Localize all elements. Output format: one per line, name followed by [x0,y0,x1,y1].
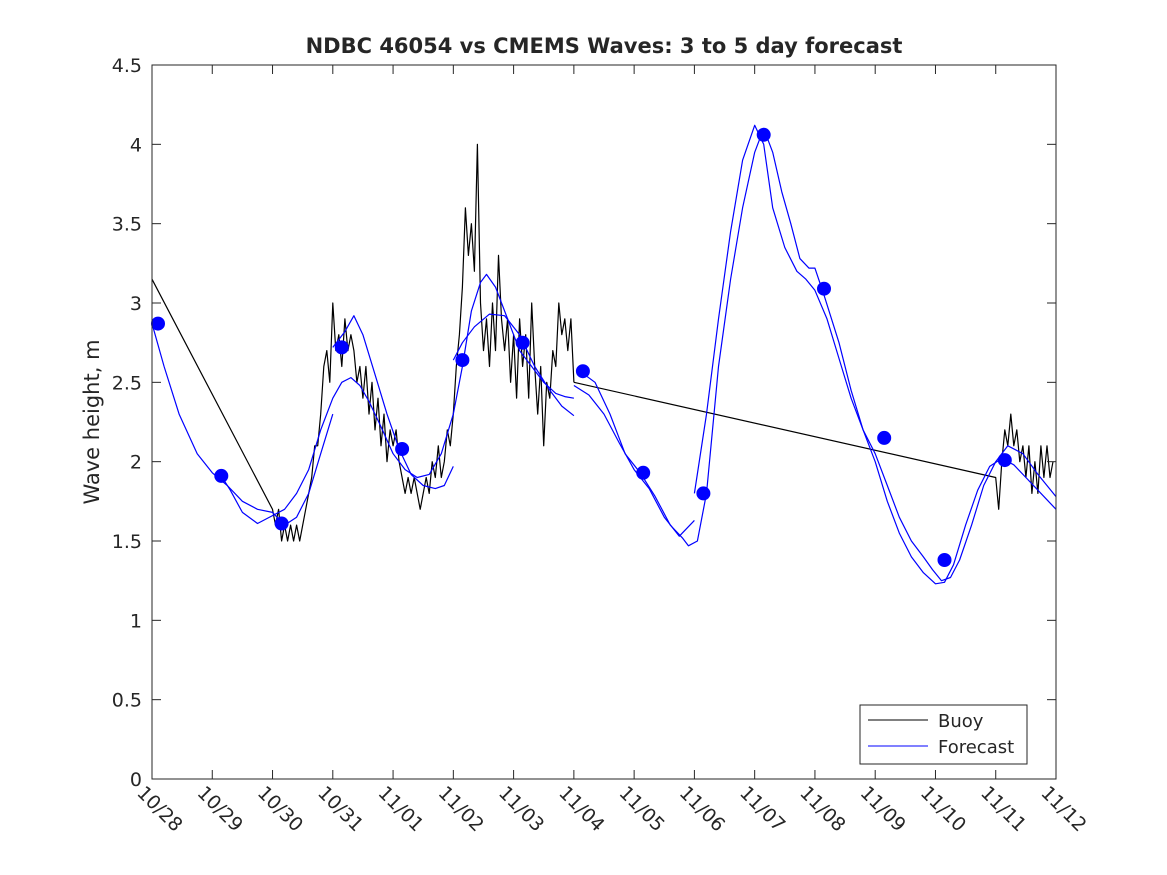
chart-title: NDBC 46054 vs CMEMS Waves: 3 to 5 day fo… [306,34,903,58]
forecast-marker-2 [274,516,289,531]
forecast-marker-11 [817,281,831,296]
x-tick-label-10: 11/07 [735,782,789,836]
forecast-marker-5 [455,353,470,368]
forecast-marker-7 [575,364,590,379]
y-tick-label-8: 4 [130,134,142,156]
forecast-marker-8 [636,465,651,480]
x-tick-label-6: 11/03 [494,782,548,836]
x-tick-label-4: 11/01 [374,782,428,836]
buoy-line-0 [151,143,575,542]
forecast-marker-13 [937,553,952,567]
x-tick-label-8: 11/05 [615,782,669,836]
y-tick-label-5: 2.5 [112,372,142,394]
marker-layer [151,127,1012,567]
y-tick-label-1: 0.5 [112,690,142,712]
x-tick-label-7: 11/04 [554,782,608,836]
forecast-marker-12 [877,430,892,445]
forecast-line-5 [579,127,1057,582]
plot-frame [151,64,1057,780]
x-tick-label-13: 11/10 [916,782,970,836]
forecast-line-6 [693,124,1057,585]
buoy-line-1 [573,381,1054,510]
y-tick-label-2: 1 [130,610,142,632]
forecast-marker-4 [395,442,410,456]
forecast-line-3 [452,313,575,417]
y-tick-label-4: 2 [130,452,142,474]
x-tick-label-3: 10/31 [313,782,367,836]
x-tick-label-2: 10/30 [253,782,307,836]
x-tick-label-15: 11/12 [1036,782,1090,836]
forecast-marker-1 [214,468,229,483]
forecast-line-1 [220,273,575,525]
forecast-marker-6 [515,335,530,350]
legend-forecast-label: Forecast [938,737,1014,758]
forecast-marker-14 [997,453,1012,468]
x-tick-label-14: 11/11 [976,782,1030,836]
y-tick-label-9: 4.5 [112,55,142,77]
forecast-line-0 [151,323,334,526]
x-tick-label-0: 10/28 [132,782,186,836]
legend-buoy-label: Buoy [938,711,984,732]
y-tick-label-0: 0 [130,769,142,791]
legend: Buoy Forecast [859,704,1028,765]
forecast-marker-9 [696,486,711,501]
y-tick-label-3: 1.5 [112,531,142,553]
plot-area [152,65,1056,779]
y-axis-label: Wave height, m [80,339,104,504]
y-tick-label-7: 3.5 [112,214,142,236]
x-tick-label-11: 11/08 [795,782,849,836]
legend-box [859,704,1028,765]
x-tick-label-5: 11/02 [434,782,488,836]
forecast-marker-3 [334,340,349,355]
y-tick-label-6: 3 [130,293,142,315]
forecast-marker-10 [756,127,771,142]
x-tick-label-12: 11/09 [856,782,910,836]
x-tick-label-1: 10/29 [193,782,247,836]
series-layer [151,124,1057,585]
x-tick-label-9: 11/06 [675,782,729,836]
forecast-line-2 [332,315,454,490]
forecast-marker-0 [151,316,165,331]
